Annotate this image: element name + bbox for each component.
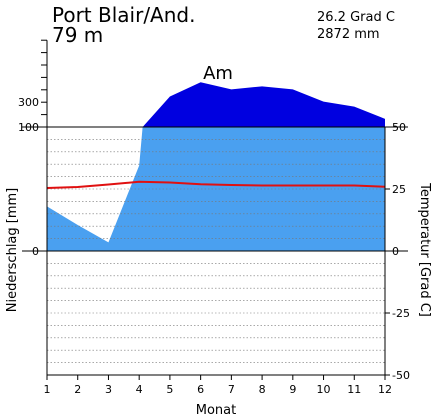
y-tick-label: 300 <box>18 96 39 109</box>
x-tick-label: 9 <box>289 383 296 396</box>
y2-tick-label: 50 <box>392 121 406 134</box>
x-tick-label: 6 <box>197 383 204 396</box>
x-tick-label: 12 <box>378 383 392 396</box>
x-tick-label: 1 <box>44 383 51 396</box>
x-tick-label: 7 <box>228 383 235 396</box>
elevation: 79 m <box>52 23 103 47</box>
annual-precipitation: 2872 mm <box>317 27 380 42</box>
y2-axis-label: Temperatur [Grad C] <box>417 182 432 317</box>
y-tick-label: 100 <box>18 121 39 134</box>
y2-tick-label: 25 <box>392 183 406 196</box>
x-tick-label: 2 <box>74 383 81 396</box>
y-axis-label: Niederschlag [mm] <box>5 188 20 313</box>
chart-title: Port Blair/And. <box>52 3 195 27</box>
x-tick-label: 10 <box>317 383 331 396</box>
precipitation-area-compressed <box>47 82 385 127</box>
x-tick-label: 3 <box>105 383 112 396</box>
y2-tick-label: -25 <box>392 307 410 320</box>
x-axis-label: Monat <box>196 403 236 418</box>
temperature-line <box>46 180 386 190</box>
y-tick-label: 0 <box>32 245 39 258</box>
x-tick-label: 5 <box>166 383 173 396</box>
x-tick-label: 4 <box>136 383 143 396</box>
x-tick-label: 11 <box>347 383 361 396</box>
y2-tick-label: 0 <box>392 245 399 258</box>
x-tick-label: 8 <box>259 383 266 396</box>
mean-temperature: 26.2 Grad C <box>317 10 395 25</box>
climate-class: Am <box>203 63 233 84</box>
y2-tick-label: -50 <box>392 369 410 382</box>
